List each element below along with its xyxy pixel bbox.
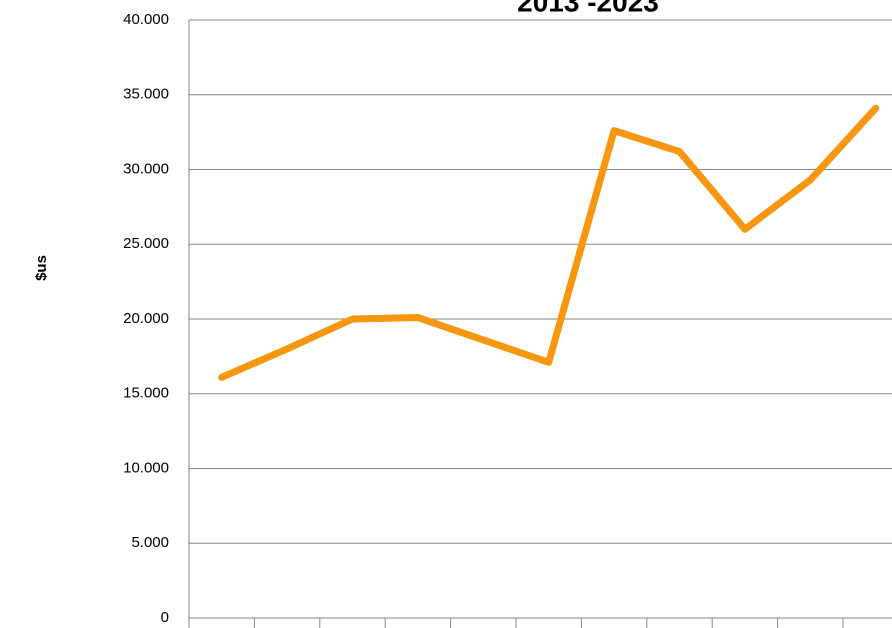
y-tick-label: 0 bbox=[161, 609, 169, 626]
y-axis-label: $us bbox=[33, 255, 50, 281]
y-tick-label: 15.000 bbox=[123, 385, 169, 402]
y-tick-label: 25.000 bbox=[123, 235, 169, 252]
y-tick-label: 40.000 bbox=[123, 11, 169, 28]
y-tick-label: 10.000 bbox=[123, 459, 169, 476]
y-tick-label: 20.000 bbox=[123, 310, 169, 327]
y-tick-label: 30.000 bbox=[123, 160, 169, 177]
chart-title: 2013 -2023 bbox=[517, 0, 659, 17]
line-series bbox=[218, 104, 880, 381]
y-tick-label: 35.000 bbox=[123, 86, 169, 103]
y-tick-label: 5.000 bbox=[131, 534, 169, 551]
